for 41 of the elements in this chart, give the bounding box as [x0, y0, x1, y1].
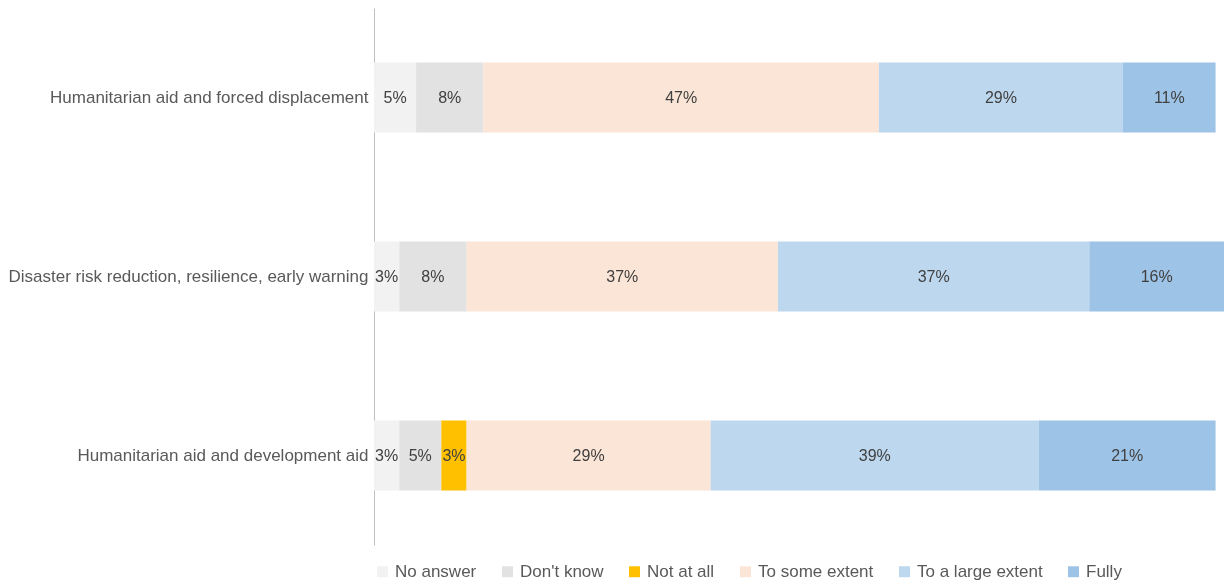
bar — [1123, 62, 1216, 133]
bar — [441, 420, 467, 491]
data-label: 3% — [442, 446, 466, 464]
bar — [777, 241, 1090, 312]
data-label: 11% — [1153, 88, 1185, 106]
legend-label: Don't know — [520, 561, 605, 581]
legend-label: Not at all — [647, 561, 715, 581]
data-label: 5% — [408, 446, 432, 464]
bar — [483, 62, 879, 133]
data-label: 21% — [1111, 446, 1144, 464]
bar — [710, 420, 1039, 491]
data-label: 5% — [383, 88, 407, 106]
bar — [416, 62, 484, 133]
data-label: 29% — [572, 446, 605, 464]
data-label: 47% — [665, 88, 698, 106]
bar — [374, 62, 417, 133]
y-tick-label: Disaster risk reduction, resilience, early warning — [8, 266, 369, 286]
bar — [1089, 241, 1224, 312]
y-tick-label: Humanitarian aid and development aid — [77, 445, 369, 465]
legend-label: To a large extent — [917, 561, 1043, 581]
data-label: 8% — [438, 88, 462, 106]
bar — [399, 420, 442, 491]
bar — [1038, 420, 1216, 491]
data-label: 3% — [375, 446, 399, 464]
data-label: 3% — [375, 267, 399, 285]
bar — [466, 241, 778, 312]
bar — [466, 420, 711, 491]
y-tick-label: Humanitarian aid and forced displacement — [50, 87, 369, 107]
bar — [374, 241, 400, 312]
data-label: 39% — [858, 446, 891, 464]
data-label: 8% — [421, 267, 445, 285]
legend-label: To some extent — [758, 561, 874, 581]
legend-label: No answer — [395, 561, 477, 581]
data-label: 37% — [917, 267, 950, 285]
bar — [878, 62, 1124, 133]
data-label: 37% — [606, 267, 639, 285]
data-label: 29% — [984, 88, 1017, 106]
bar — [399, 241, 467, 312]
data-label: 16% — [1140, 267, 1173, 285]
legend-label: Fully — [1086, 561, 1123, 581]
bar — [374, 420, 400, 491]
